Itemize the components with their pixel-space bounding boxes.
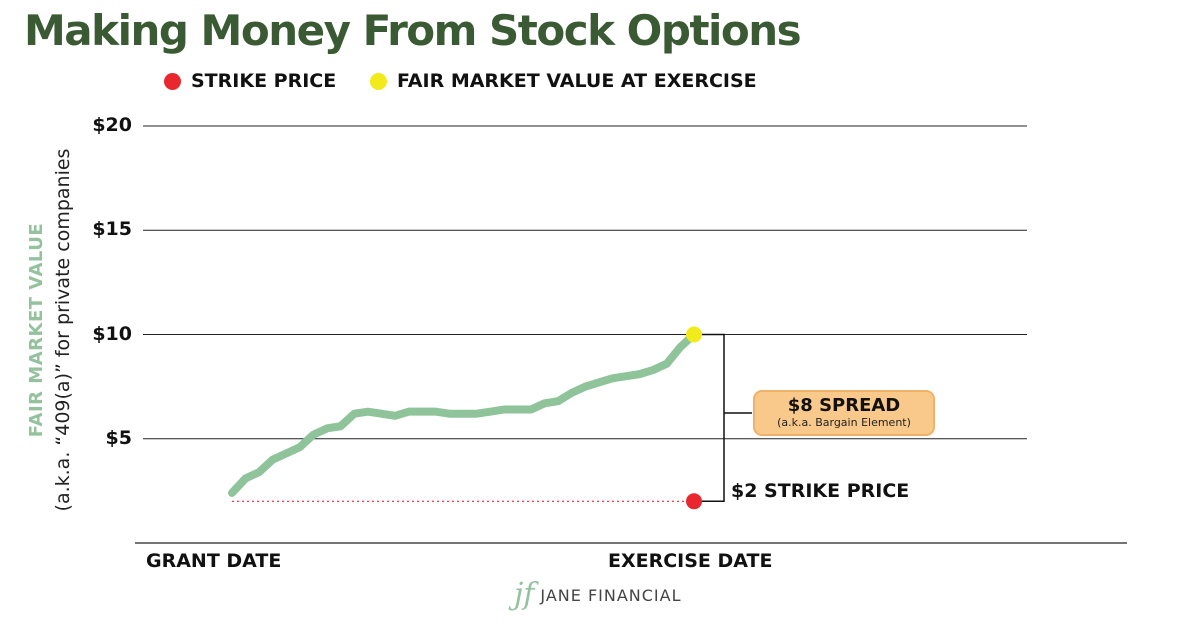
legend-swatch-fair-market-value	[370, 72, 387, 90]
y-tick-label-15: $15	[92, 218, 132, 240]
fair-market-value-line	[228, 330, 698, 497]
x-tick-label-exercise-date: EXERCISE DATE	[608, 550, 773, 572]
y-tick-label-5: $5	[105, 427, 132, 449]
legend-label-fair-market-value: FAIR MARKET VALUE AT EXERCISE	[397, 70, 757, 92]
brand: jf JANE FINANCIAL	[514, 580, 682, 610]
strike-price-label: $2 STRIKE PRICE	[731, 480, 910, 502]
spread-label: $8 SPREAD	[787, 395, 901, 416]
y-tick-label-20: $20	[92, 114, 132, 136]
legend-item-fair-market-value: FAIR MARKET VALUE AT EXERCISE	[370, 70, 757, 92]
legend-swatch-strike-price	[164, 72, 181, 90]
legend-item-strike-price: STRIKE PRICE	[164, 70, 336, 92]
x-tick-label-grant-date: GRANT DATE	[146, 550, 282, 572]
spread-sublabel: (a.k.a. Bargain Element)	[777, 416, 911, 429]
legend: STRIKE PRICE FAIR MARKET VALUE AT EXERCI…	[0, 70, 1200, 96]
brand-name: JANE FINANCIAL	[540, 585, 682, 605]
legend-label-strike-price: STRIKE PRICE	[191, 70, 337, 92]
spread-callout: $8 SPREAD (a.k.a. Bargain Element)	[753, 390, 935, 436]
fair-market-value-marker	[686, 326, 702, 343]
chart-title: Making Money From Stock Options	[24, 6, 802, 55]
y-tick-label-10: $10	[92, 323, 132, 345]
jf-monogram-icon: jf	[514, 577, 535, 612]
strike-price-marker	[686, 493, 702, 510]
spread-bracket	[700, 333, 725, 503]
